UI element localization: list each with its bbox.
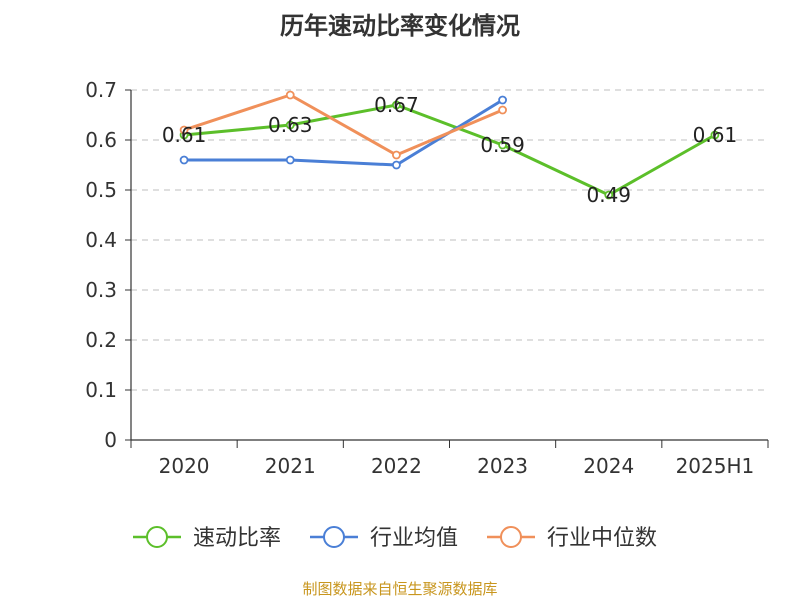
data-label: 0.67 [374, 93, 419, 117]
series-line [183, 93, 504, 157]
legend-marker [146, 526, 168, 548]
data-label: 0.61 [693, 123, 738, 147]
series [179, 90, 720, 200]
y-tick-label: 0.4 [85, 228, 117, 252]
x-tick-label: 2021 [265, 454, 316, 478]
data-point [604, 190, 614, 200]
series-line [183, 103, 716, 197]
data-point [498, 95, 507, 105]
y-tick-label: 0.6 [85, 128, 117, 152]
y-tick-label: 0.5 [85, 178, 117, 202]
legend-label: 行业中位数 [547, 526, 657, 551]
series-line [184, 98, 504, 167]
data-point [285, 120, 295, 130]
data-point [392, 160, 401, 170]
grid [131, 89, 768, 391]
source-note: 制图数据来自恒生聚源数据库 [302, 580, 498, 598]
axes: 0 0.1 0.2 0.3 0.4 0.5 0.6 0.7 2020 2021 2022 2023 20… [85, 78, 769, 478]
data-point [179, 125, 189, 135]
y-tick-label: 0 [104, 428, 117, 452]
data-point [498, 140, 507, 150]
y-tick-label: 0.3 [85, 278, 117, 302]
chart-title: 历年速动比率变化情况 [280, 12, 520, 40]
data-point [285, 90, 295, 100]
legend-label: 速动比率 [193, 526, 281, 551]
data-label: 0.61 [162, 123, 207, 147]
legend-label: 行业均值 [370, 526, 458, 551]
data-label: 0.59 [480, 133, 525, 157]
legend[interactable]: 速动比率 行业均值 行业中位数 [133, 526, 657, 551]
x-tick-label: 2024 [583, 454, 634, 478]
x-tick-label: 2025H1 [676, 454, 755, 478]
data-point [392, 100, 401, 110]
legend-item[interactable]: 速动比率 [133, 526, 281, 551]
data-point [179, 155, 189, 165]
x-tick-label: 2023 [477, 454, 528, 478]
legend-item[interactable]: 行业中位数 [487, 526, 657, 551]
data-label: 0.63 [268, 113, 313, 137]
y-tick-label: 0.2 [85, 328, 117, 352]
legend-marker [500, 526, 522, 548]
data-point [710, 130, 720, 140]
y-tick-label: 0.1 [85, 378, 117, 402]
data-labels: 0.61 0.63 0.67 0.59 0.49 0.61 [162, 93, 737, 207]
x-tick-label: 2020 [159, 454, 210, 478]
data-point [285, 155, 295, 165]
data-point [392, 150, 401, 160]
x-tick-label: 2022 [371, 454, 422, 478]
legend-item[interactable]: 行业均值 [310, 526, 458, 551]
legend-marker [323, 526, 345, 548]
y-tick-label: 0.7 [85, 78, 117, 102]
data-label: 0.49 [586, 183, 631, 207]
data-point [498, 105, 507, 115]
